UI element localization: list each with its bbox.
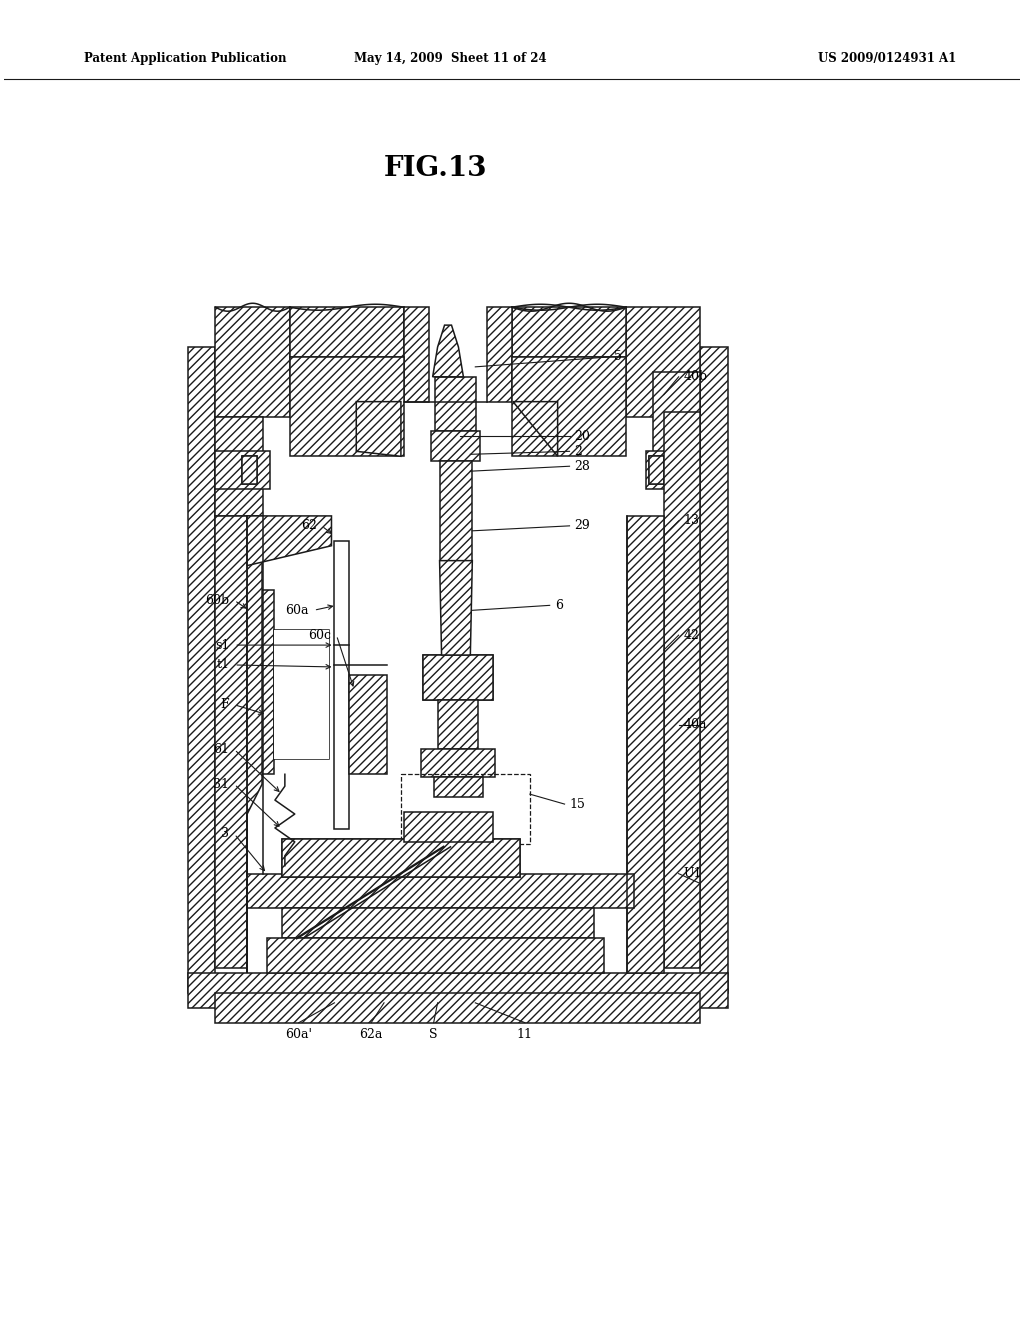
Bar <box>403 308 429 401</box>
Text: 31: 31 <box>213 777 229 791</box>
Bar <box>215 451 270 490</box>
Polygon shape <box>439 561 472 655</box>
Bar <box>247 874 634 908</box>
Text: FIG.13: FIG.13 <box>384 154 487 182</box>
Bar <box>626 308 700 417</box>
Text: 40b: 40b <box>684 371 708 383</box>
Bar <box>267 939 604 973</box>
Bar <box>282 908 594 939</box>
Text: 62a: 62a <box>359 1028 383 1040</box>
Text: U1: U1 <box>684 867 702 880</box>
Polygon shape <box>247 516 332 565</box>
Bar <box>653 372 700 457</box>
Bar <box>649 457 664 484</box>
Bar <box>439 461 472 561</box>
Bar <box>263 516 627 840</box>
Bar <box>423 655 494 700</box>
Bar <box>215 417 263 516</box>
Text: s1: s1 <box>215 639 229 652</box>
Bar <box>290 356 403 457</box>
Text: F: F <box>221 698 229 711</box>
Text: 61: 61 <box>213 743 229 756</box>
Bar <box>282 840 520 876</box>
Text: 2: 2 <box>574 445 583 458</box>
Text: 42: 42 <box>684 628 699 642</box>
Bar <box>423 655 494 700</box>
Polygon shape <box>247 516 262 973</box>
Text: 60a: 60a <box>285 603 308 616</box>
Bar <box>434 376 476 432</box>
Text: 62: 62 <box>301 519 316 532</box>
Text: Patent Application Publication: Patent Application Publication <box>84 53 286 65</box>
Bar <box>290 308 403 356</box>
Text: t1: t1 <box>216 659 229 672</box>
Bar <box>431 432 480 461</box>
Bar <box>349 675 387 775</box>
Bar <box>335 541 349 829</box>
Text: 13: 13 <box>684 515 699 528</box>
Bar <box>512 356 626 457</box>
Bar <box>274 630 329 759</box>
Bar <box>243 457 257 484</box>
Text: May 14, 2009  Sheet 11 of 24: May 14, 2009 Sheet 11 of 24 <box>354 53 547 65</box>
Text: 15: 15 <box>569 797 586 810</box>
Text: 6: 6 <box>555 599 562 612</box>
Polygon shape <box>433 325 464 376</box>
Bar <box>247 590 274 775</box>
Text: 29: 29 <box>574 519 590 532</box>
Text: 60c: 60c <box>308 628 332 642</box>
Text: 40a: 40a <box>684 718 708 731</box>
Bar <box>215 516 247 968</box>
Bar <box>433 777 483 797</box>
Text: 11: 11 <box>517 1028 532 1040</box>
Bar <box>437 700 478 750</box>
Bar <box>421 750 496 777</box>
Bar <box>403 812 494 842</box>
Bar <box>401 775 529 843</box>
Bar <box>215 308 290 417</box>
Bar <box>187 973 728 1007</box>
Text: 60b: 60b <box>205 594 229 607</box>
Text: 3: 3 <box>221 828 229 841</box>
Text: US 2009/0124931 A1: US 2009/0124931 A1 <box>818 53 956 65</box>
Bar <box>487 308 512 401</box>
Text: 20: 20 <box>574 430 591 444</box>
Text: 60a': 60a' <box>286 1028 312 1040</box>
Polygon shape <box>356 401 401 457</box>
Bar <box>664 412 700 968</box>
Bar <box>215 993 700 1023</box>
Bar <box>243 457 257 484</box>
Text: 28: 28 <box>574 459 591 473</box>
Bar <box>700 347 728 993</box>
Bar <box>282 840 520 876</box>
Bar <box>187 347 215 993</box>
Bar <box>649 457 664 484</box>
Bar <box>512 308 626 356</box>
Polygon shape <box>513 401 558 457</box>
Text: S: S <box>429 1028 438 1040</box>
Bar <box>646 451 700 490</box>
Text: 5: 5 <box>614 350 622 363</box>
Bar <box>274 630 329 759</box>
Bar <box>627 516 664 973</box>
